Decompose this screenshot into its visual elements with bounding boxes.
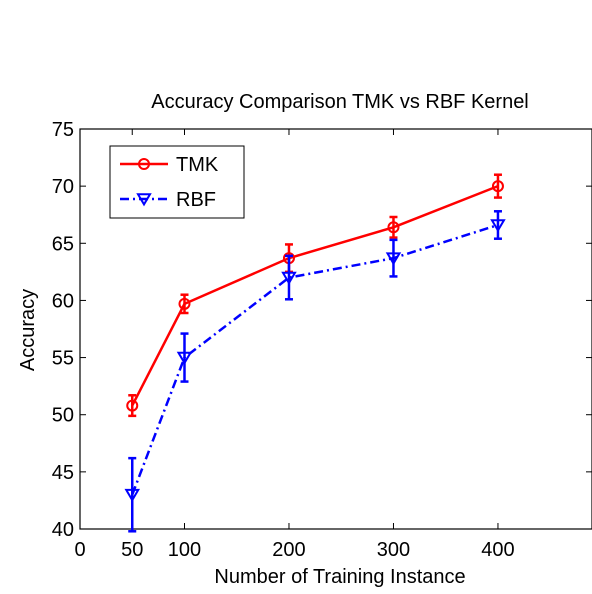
- legend-label-rbf: RBF: [176, 189, 216, 211]
- x-tick-label-1: 50: [121, 539, 143, 561]
- y-tick-label-6: 70: [52, 176, 74, 198]
- y-tick-label-2: 50: [52, 405, 74, 427]
- y-tick-label-7: 75: [52, 119, 74, 141]
- x-axis-title: Number of Training Instance: [214, 566, 465, 588]
- data-point-rbf-2: [281, 271, 297, 285]
- x-tick-label-5: 400: [481, 539, 514, 561]
- legend-box: [109, 145, 245, 219]
- series-rbf: [124, 210, 506, 533]
- legend-marker-tmk: [138, 158, 150, 170]
- data-point-tmk-3: [387, 221, 400, 234]
- x-tick-label-2: 100: [168, 539, 201, 561]
- x-tick-label-0: 0: [74, 539, 85, 561]
- axes: 40 45 50 55 60 65 70 75 0 50 100 200 300 400: [52, 119, 592, 561]
- chart-title: Accuracy Comparison TMK vs RBF Kernel: [151, 91, 529, 113]
- data-point-rbf-0: [124, 488, 140, 503]
- data-point-rbf-3: [385, 252, 402, 266]
- data-point-tmk-1: [178, 297, 191, 310]
- x-tick-label-4: 300: [377, 539, 410, 561]
- plot-frame: [79, 128, 592, 530]
- data-point-rbf-1: [176, 351, 193, 365]
- y-axis-title: Accuracy: [17, 289, 39, 371]
- y-tick-label-5: 65: [52, 233, 74, 255]
- legend-label-tmk: TMK: [176, 154, 219, 176]
- y-tick-label-4: 60: [52, 290, 74, 312]
- legend-marker-rbf: [136, 193, 152, 207]
- y-tick-label-1: 45: [52, 462, 74, 484]
- y-tick-label-0: 40: [52, 519, 74, 541]
- legend: TMK RBF: [109, 145, 245, 219]
- y-tick-label-3: 55: [52, 348, 74, 370]
- series-line-rbf: [131, 223, 499, 496]
- x-tick-label-3: 200: [272, 539, 305, 561]
- data-point-tmk-0: [126, 399, 139, 412]
- series-layer: [124, 173, 506, 533]
- data-point-tmk-4: [491, 180, 504, 193]
- data-point-rbf-4: [490, 219, 506, 233]
